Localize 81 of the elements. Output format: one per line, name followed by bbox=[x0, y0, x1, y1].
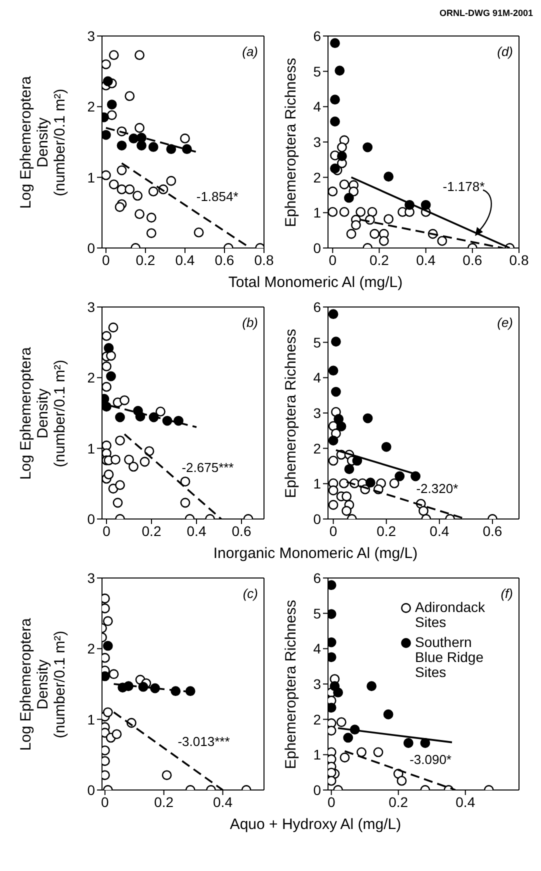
text: (a) bbox=[242, 44, 258, 59]
x-tick-label: 0.2 bbox=[376, 522, 396, 539]
y-axis-title: Ephemeroptera Richness bbox=[282, 598, 300, 771]
x-tick-label: 0 bbox=[329, 522, 338, 539]
y-tick-label: 0 bbox=[313, 240, 322, 256]
x-tick-label: 0.8 bbox=[509, 252, 529, 268]
y-tick-label: 4 bbox=[313, 98, 322, 115]
x-tick-label: 0 bbox=[328, 252, 337, 268]
y-tick-label: 0 bbox=[313, 510, 322, 527]
y-tick-label: 4 bbox=[313, 640, 322, 657]
y-tick-label: 0 bbox=[313, 782, 322, 798]
x-tick-label: 0.6 bbox=[482, 522, 502, 539]
y-tick-label: 1 bbox=[313, 746, 322, 763]
y-tick-label: 3 bbox=[313, 676, 322, 692]
series-label: -3.090* bbox=[410, 752, 452, 766]
x-tick-label: 0 bbox=[102, 252, 110, 268]
x-tick-label: 0.2 bbox=[154, 794, 174, 810]
x-tick-label: 0.2 bbox=[136, 252, 156, 268]
y-axis-title: Ephemeroptera Richness bbox=[282, 327, 300, 500]
y-tick-label: 2 bbox=[313, 711, 322, 728]
y-tick-label: 2 bbox=[87, 370, 96, 386]
text: (c) bbox=[242, 586, 258, 601]
y-tick-label: 5 bbox=[313, 605, 322, 622]
x-tick-label: 0.8 bbox=[254, 252, 274, 268]
y-axis-title: Log Ephemeroptera Density (number/0.1 m²) bbox=[18, 74, 68, 210]
y-tick-label: 2 bbox=[313, 440, 322, 456]
x-tick-label: 0.2 bbox=[370, 252, 390, 268]
x-tick-label: 0.6 bbox=[232, 522, 252, 539]
x-tick-label: 0.6 bbox=[214, 252, 234, 268]
y-tick-label: 2 bbox=[87, 640, 96, 657]
x-tick-label: 0.2 bbox=[142, 522, 162, 539]
y-axis-title: Log Ephemeroptera Density (number/0.1 m²) bbox=[18, 346, 68, 482]
y-tick-label: 2 bbox=[87, 98, 96, 115]
x-tick-label: 0.4 bbox=[175, 252, 195, 268]
y-axis-title: Log Ephemeroptera Density (number/0.1 m²) bbox=[18, 616, 68, 752]
y-tick-label: 1 bbox=[313, 476, 322, 492]
x-tick-label: 0.4 bbox=[186, 522, 206, 539]
y-tick-label: 1 bbox=[313, 204, 322, 221]
x-tick-label: 0 bbox=[101, 794, 110, 810]
y-tick-label: 3 bbox=[87, 28, 96, 44]
series-label: -2.675*** bbox=[182, 460, 234, 475]
x-axis-title: Inorganic Monomeric Al (mg/L) bbox=[212, 545, 419, 562]
y-tick-label: 1 bbox=[87, 440, 96, 456]
x-tick-label: 0.2 bbox=[388, 794, 408, 810]
text: (d) bbox=[497, 44, 513, 59]
text: (b) bbox=[242, 315, 258, 330]
y-tick-label: 1 bbox=[87, 169, 96, 186]
x-tick-label: 0 bbox=[327, 794, 336, 810]
y-tick-label: 3 bbox=[313, 134, 322, 150]
y-tick-label: 3 bbox=[87, 298, 96, 315]
legend-label: Adirondack Sites bbox=[415, 599, 486, 630]
x-tick-label: 0.4 bbox=[213, 794, 233, 810]
y-axis-title: Ephemeroptera Richness bbox=[282, 56, 300, 229]
x-axis-title: Aquo + Hydroxy Al (mg/L) bbox=[228, 816, 402, 833]
legend-label: Southern Blue Ridge Sites bbox=[415, 634, 484, 680]
x-tick-label: 0.6 bbox=[462, 252, 482, 268]
y-tick-label: 5 bbox=[313, 63, 322, 80]
y-tick-label: 0 bbox=[87, 510, 96, 527]
text: (e) bbox=[497, 315, 513, 330]
y-tick-label: 6 bbox=[313, 298, 322, 315]
y-tick-label: 5 bbox=[313, 334, 322, 350]
text: -1.178* bbox=[442, 179, 485, 194]
x-axis-title: Total Monomeric Al (mg/L) bbox=[227, 274, 404, 291]
x-tick-label: 0.4 bbox=[456, 794, 476, 810]
series-label: -2.320* bbox=[416, 481, 458, 496]
y-tick-label: 4 bbox=[313, 370, 322, 386]
text: ORNL-DWG 91M-2001 bbox=[439, 8, 533, 18]
x-tick-label: 0 bbox=[102, 522, 111, 539]
y-tick-label: 0 bbox=[87, 240, 96, 256]
series-label: -1.854* bbox=[196, 188, 238, 204]
y-tick-label: 3 bbox=[87, 570, 96, 586]
y-tick-label: 0 bbox=[87, 782, 96, 798]
y-tick-label: 1 bbox=[87, 711, 96, 728]
text: (f) bbox=[500, 586, 513, 601]
y-tick-label: 6 bbox=[313, 28, 322, 44]
series-label: -3.013*** bbox=[178, 734, 230, 750]
x-tick-label: 0.4 bbox=[430, 522, 450, 539]
x-tick-label: 0.4 bbox=[416, 252, 436, 268]
y-tick-label: 2 bbox=[313, 169, 322, 186]
y-tick-label: 6 bbox=[313, 570, 322, 586]
y-tick-label: 3 bbox=[313, 404, 322, 421]
